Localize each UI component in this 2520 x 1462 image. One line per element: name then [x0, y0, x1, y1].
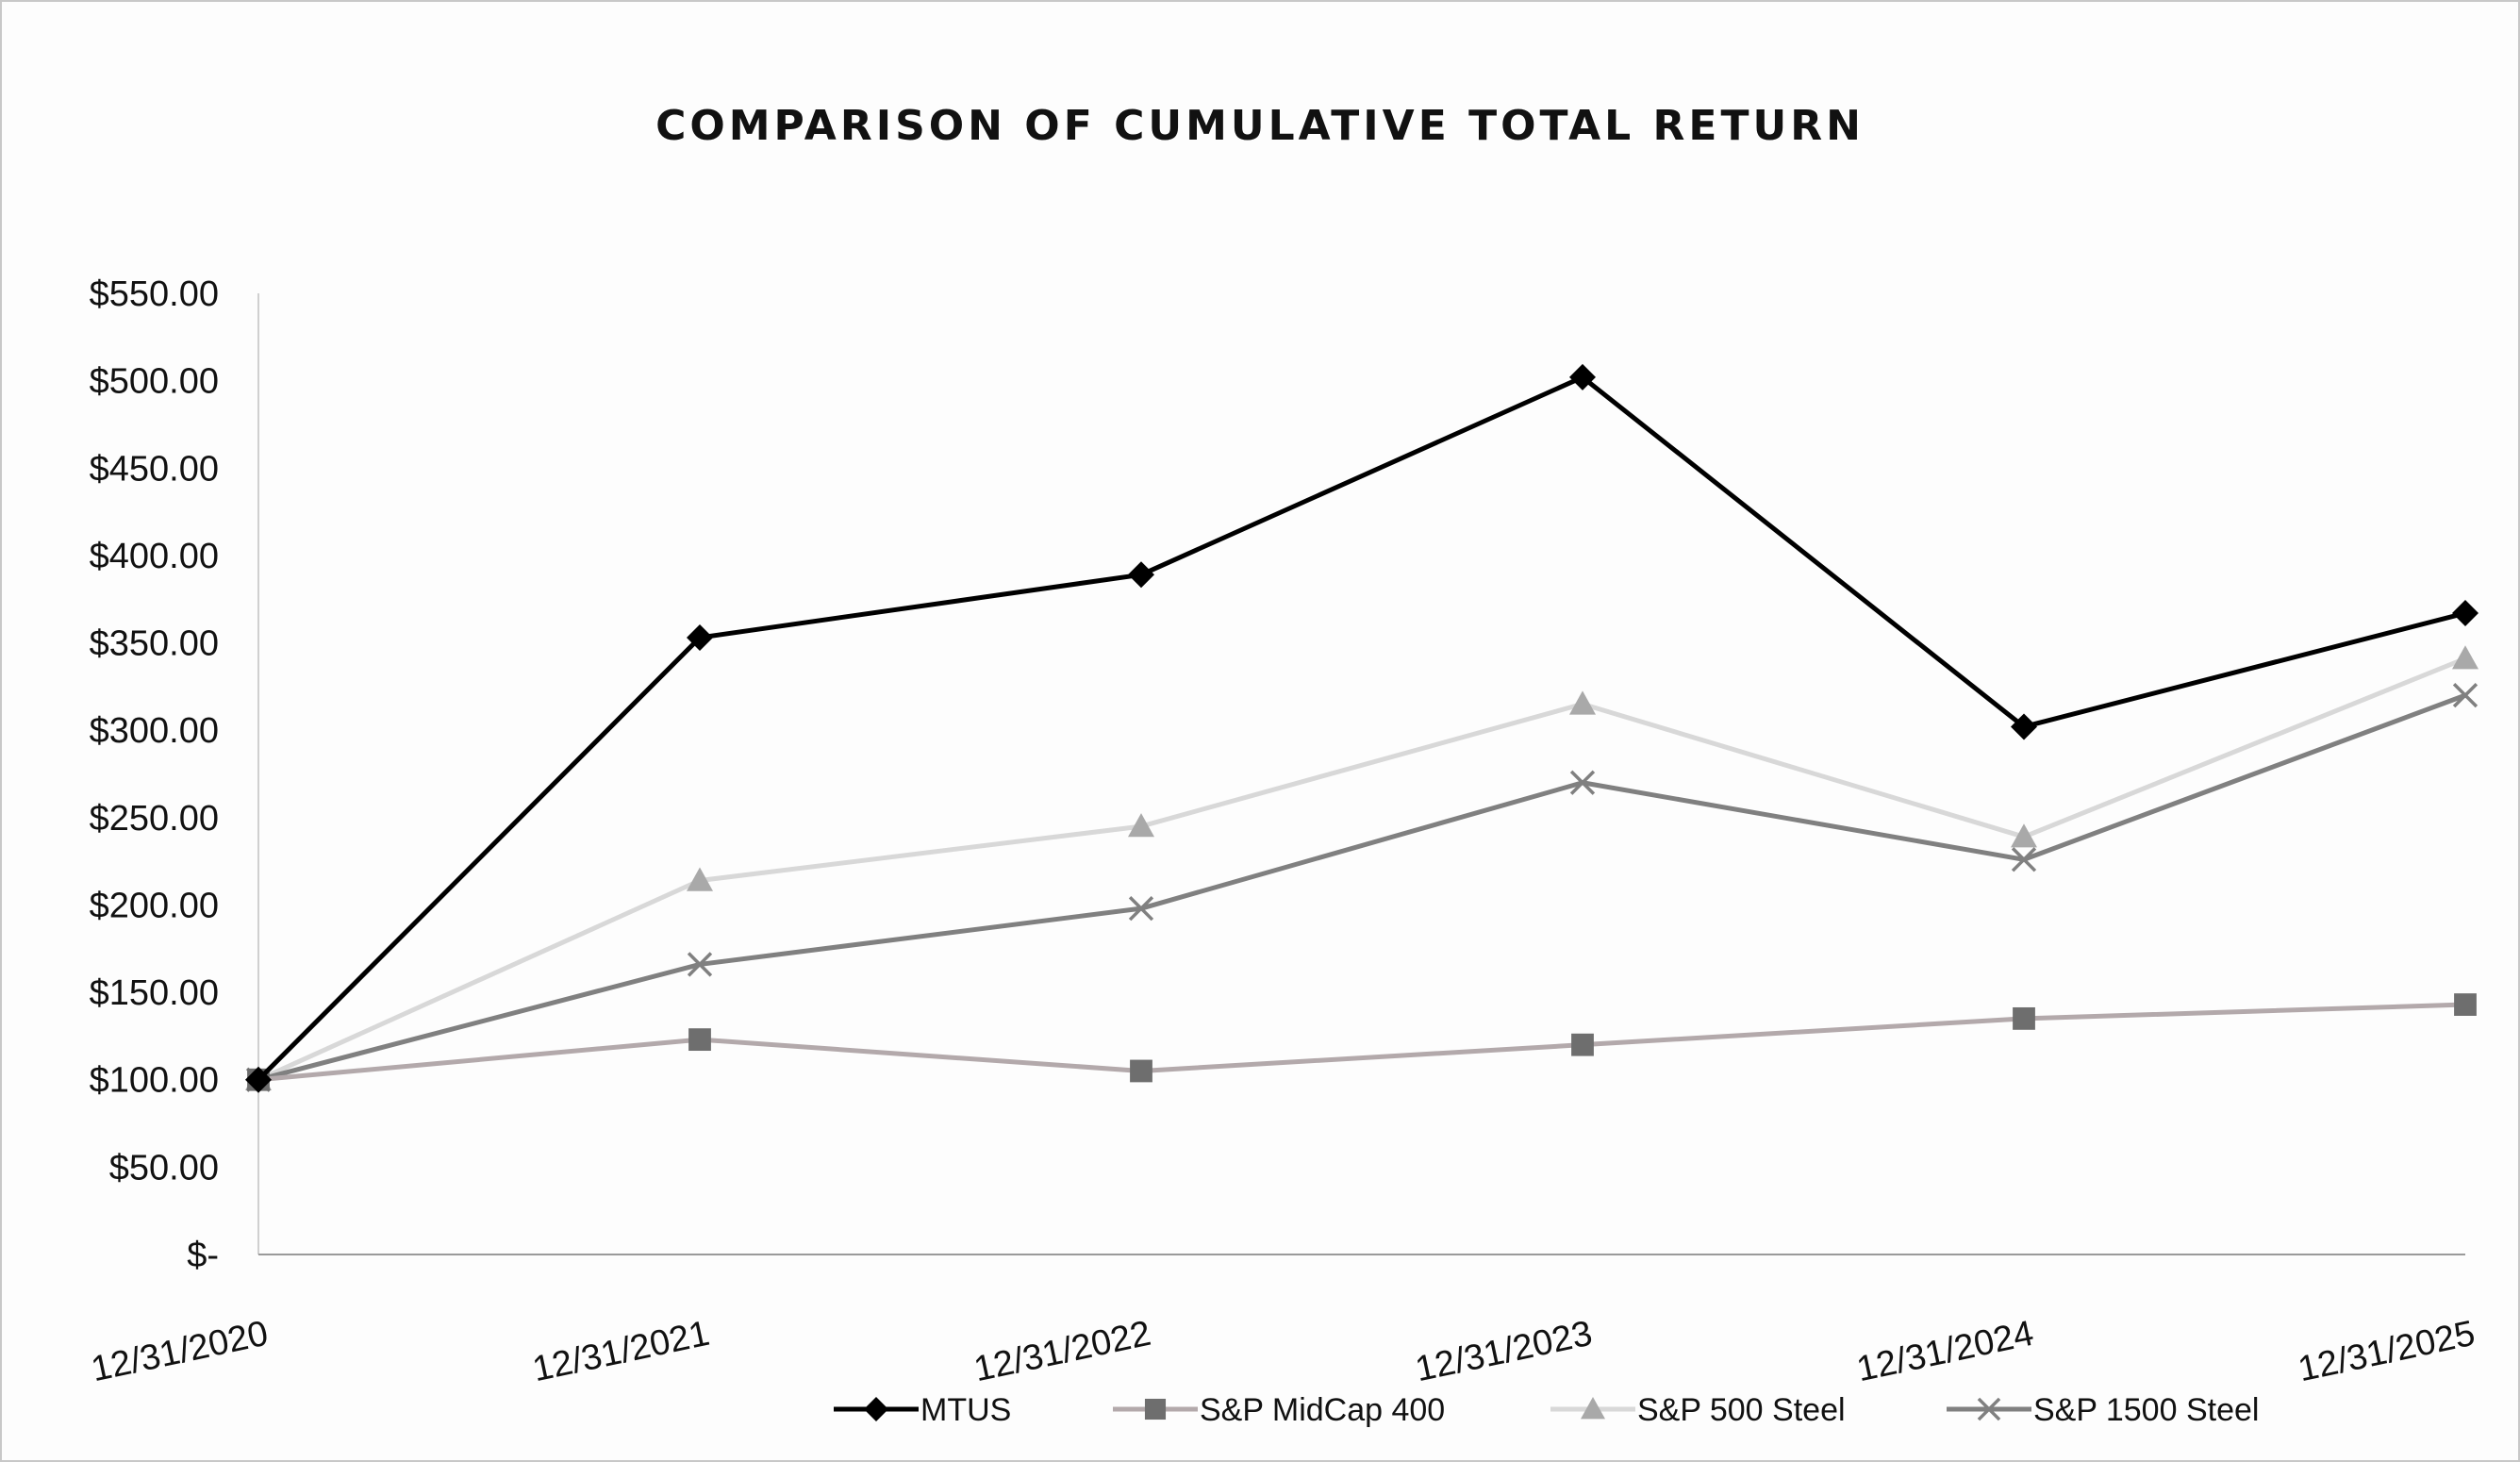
data-point: [1130, 1059, 1152, 1083]
y-tick-label: $50.00: [109, 1148, 219, 1188]
legend-label: MTUS: [920, 1392, 1011, 1428]
legend-marker: [1581, 1397, 1605, 1420]
y-tick-label: $100.00: [90, 1061, 219, 1101]
y-axis-ticks: $- $50.00 $100.00 $150.00 $200.00 $250.00 $300…: [90, 274, 219, 1275]
data-point: [1128, 561, 1154, 589]
y-tick-label: $500.00: [90, 362, 219, 402]
data-point: [1569, 363, 1596, 390]
legend: MTUS S&P MidCap 400 S&P 500 Steel S&P 1500 …: [834, 1392, 2259, 1428]
legend-marker: [864, 1397, 888, 1421]
series-line: [257, 692, 2466, 1083]
data-point: [245, 1066, 272, 1093]
y-tick-label: $150.00: [90, 973, 219, 1013]
y-tick-label: $550.00: [90, 274, 219, 314]
y-tick-label: $350.00: [90, 624, 219, 664]
data-point: [2011, 823, 2037, 848]
data-point: [2013, 1006, 2035, 1030]
legend-marker: [1977, 1397, 2001, 1421]
series-line: [257, 1002, 2466, 1083]
legend-item: S&P 1500 Steel: [1947, 1392, 2259, 1428]
legend-label: S&P 500 Steel: [1637, 1392, 1846, 1428]
axes: [257, 293, 2465, 1255]
x-axis-ticks: 12/31/2020 12/31/2021 12/31/2022 12/31/2023…: [88, 1314, 2479, 1390]
y-tick-label: $-: [187, 1236, 219, 1275]
x-tick-label: 12/31/2021: [529, 1314, 713, 1390]
series-sp-midcap-400: [247, 993, 2477, 1091]
data-point: [1128, 896, 1154, 922]
series-mtus: [245, 363, 2479, 1093]
data-point: [2452, 600, 2479, 627]
series-line: [257, 374, 2466, 1082]
data-point: [688, 1028, 711, 1052]
legend-item: S&P 500 Steel: [1550, 1392, 1846, 1428]
data-point: [2011, 713, 2037, 740]
x-tick-label: 12/31/2022: [970, 1314, 1154, 1390]
series-sp-500-steel: [245, 645, 2479, 1090]
series-line: [257, 656, 2466, 1083]
chart-title: COMPARISON OF CUMULATIVE TOTAL RETURN: [655, 102, 1865, 150]
y-tick-label: $400.00: [90, 537, 219, 576]
legend-label: S&P 1500 Steel: [2033, 1392, 2259, 1428]
legend-label: S&P MidCap 400: [1200, 1392, 1445, 1428]
data-point: [1128, 813, 1154, 838]
series-group: [245, 363, 2479, 1093]
series-sp-1500-steel: [245, 682, 2479, 1092]
y-tick-label: $300.00: [90, 711, 219, 751]
data-point: [2452, 645, 2479, 670]
data-point: [687, 623, 713, 651]
x-tick-label: 12/31/2023: [1412, 1314, 1596, 1390]
legend-item: MTUS: [834, 1392, 1011, 1428]
x-tick-label: 12/31/2020: [88, 1314, 272, 1390]
data-point: [687, 952, 713, 977]
data-point: [1569, 690, 1596, 715]
y-tick-label: $450.00: [90, 449, 219, 489]
data-point: [2011, 847, 2037, 872]
x-tick-label: 12/31/2025: [2295, 1314, 2479, 1390]
y-tick-label: $250.00: [90, 799, 219, 839]
data-point: [1569, 770, 1596, 795]
data-point: [2454, 993, 2477, 1016]
legend-item: S&P MidCap 400: [1113, 1392, 1445, 1428]
y-tick-label: $200.00: [90, 886, 219, 925]
legend-marker: [1144, 1398, 1167, 1420]
data-point: [1571, 1033, 1594, 1056]
data-point: [687, 867, 713, 891]
data-point: [2452, 682, 2479, 708]
x-tick-label: 12/31/2024: [1853, 1314, 2037, 1390]
